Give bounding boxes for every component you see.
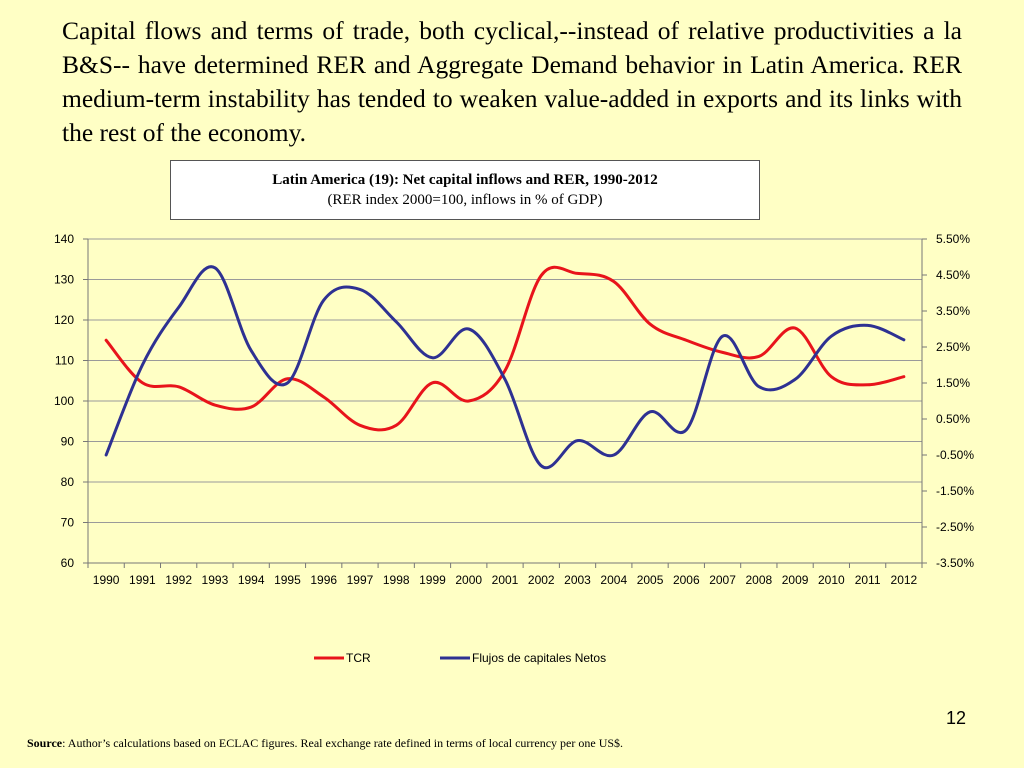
legend-label-flujos-de-capitales-netos: Flujos de capitales Netos [472,651,606,665]
x-axis-tick-label: 1993 [202,573,229,587]
x-axis-tick-label: 1991 [129,573,156,587]
right-axis-tick-label: -3.50% [936,556,974,570]
x-axis-tick-label: 2011 [855,573,881,587]
x-axis-tick-label: 2009 [782,573,809,587]
x-axis-tick-label: 2004 [600,573,627,587]
right-axis-tick-label: -0.50% [936,448,974,462]
legend-label-tcr: TCR [346,651,371,665]
x-axis-tick-label: 1996 [310,573,337,587]
left-axis-tick-label: 130 [54,273,74,287]
left-axis-tick-label: 110 [55,354,74,368]
chart-title: Latin America (19): Net capital inflows … [272,172,658,188]
right-axis-tick-label: 0.50% [936,412,970,426]
x-axis-tick-label: 2006 [673,573,700,587]
x-axis-tick-label: 2003 [564,573,591,587]
left-axis-tick-label: 140 [54,232,74,246]
x-axis-tick-label: 1995 [274,573,301,587]
x-axis-tick-label: 1990 [93,573,120,587]
x-axis-tick-label: 2010 [818,573,845,587]
x-axis-tick-label: 1992 [165,573,192,587]
x-axis-tick-label: 2002 [528,573,555,587]
right-axis-tick-label: 5.50% [936,232,970,246]
chart-title-box: Latin America (19): Net capital inflows … [170,160,760,220]
right-axis-tick-label: -1.50% [936,484,974,498]
x-axis-tick-label: 2000 [455,573,482,587]
x-axis-tick-label: 2001 [492,573,519,587]
x-axis-tick-label: 1999 [419,573,446,587]
series-line-tcr [104,265,906,432]
source-text: : Author’s calculations based on ECLAC f… [62,736,624,750]
left-axis-tick-label: 70 [61,516,75,530]
chart-subtitle: (RER index 2000=100, inflows in % of GDP… [327,192,603,208]
left-axis-tick-label: 100 [54,394,74,408]
right-axis-tick-label: 2.50% [936,340,970,354]
left-axis-tick-label: 80 [61,475,75,489]
right-axis-tick-label: 3.50% [936,304,970,318]
source-note: Source: Author’s calculations based on E… [27,736,623,751]
x-axis-tick-label: 1994 [238,573,265,587]
page-number: 12 [945,708,966,728]
x-axis-tick-label: 2008 [745,573,772,587]
right-axis-tick-label: -2.50% [936,520,974,534]
left-axis-tick-label: 120 [54,313,74,327]
left-axis-tick-label: 90 [61,435,75,449]
left-axis-tick-label: 60 [61,556,75,570]
x-axis-tick-label: 2012 [891,573,918,587]
x-axis-tick-label: 1998 [383,573,410,587]
intro-paragraph: Capital flows and terms of trade, both c… [62,16,962,147]
source-label: Source [27,736,63,750]
right-axis-tick-label: 1.50% [936,376,970,390]
series-line-flujos-de-capitales-netos [104,265,906,470]
right-axis-tick-label: 4.50% [936,268,970,282]
x-axis-tick-label: 2005 [637,573,664,587]
x-axis-tick-label: 1997 [347,573,374,587]
x-axis-tick-label: 2007 [709,573,736,587]
